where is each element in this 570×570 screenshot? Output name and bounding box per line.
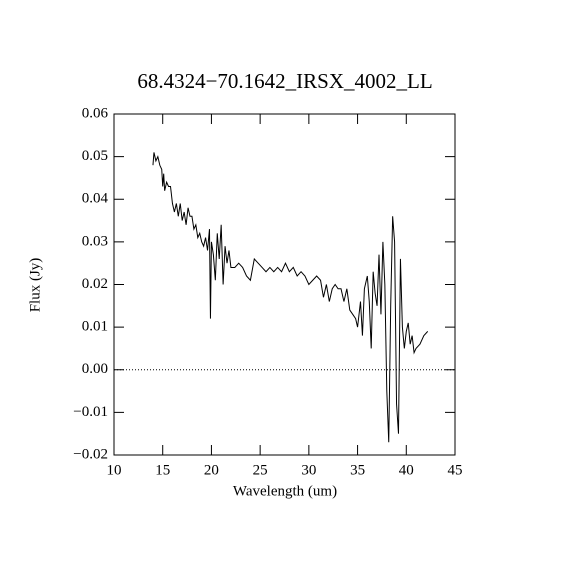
y-tick-label: 0.04 [82, 191, 109, 207]
y-tick-label: −0.02 [73, 446, 108, 462]
y-tick-label: 0.00 [82, 361, 108, 377]
chart-title: 68.4324−70.1642_IRSX_4002_LL [137, 69, 432, 93]
x-tick-label: 10 [107, 462, 122, 478]
x-tick-label: 35 [350, 462, 365, 478]
x-tick-label: 30 [301, 462, 316, 478]
x-tick-label: 40 [399, 462, 414, 478]
x-tick-label: 25 [253, 462, 268, 478]
y-tick-label: 0.06 [82, 105, 109, 121]
y-tick-label: 0.03 [82, 233, 108, 249]
y-tick-label: −0.01 [73, 404, 108, 420]
x-axis-label: Wavelength (um) [233, 483, 337, 499]
y-axis-label: Flux (Jy) [27, 258, 43, 313]
y-tick-label: 0.01 [82, 319, 108, 335]
x-tick-label: 20 [204, 462, 219, 478]
y-tick-label: 0.02 [82, 276, 108, 292]
x-tick-label: 45 [448, 462, 463, 478]
y-tick-label: 0.05 [82, 148, 108, 164]
x-tick-label: 15 [155, 462, 170, 478]
spectrum-line [152, 152, 429, 443]
